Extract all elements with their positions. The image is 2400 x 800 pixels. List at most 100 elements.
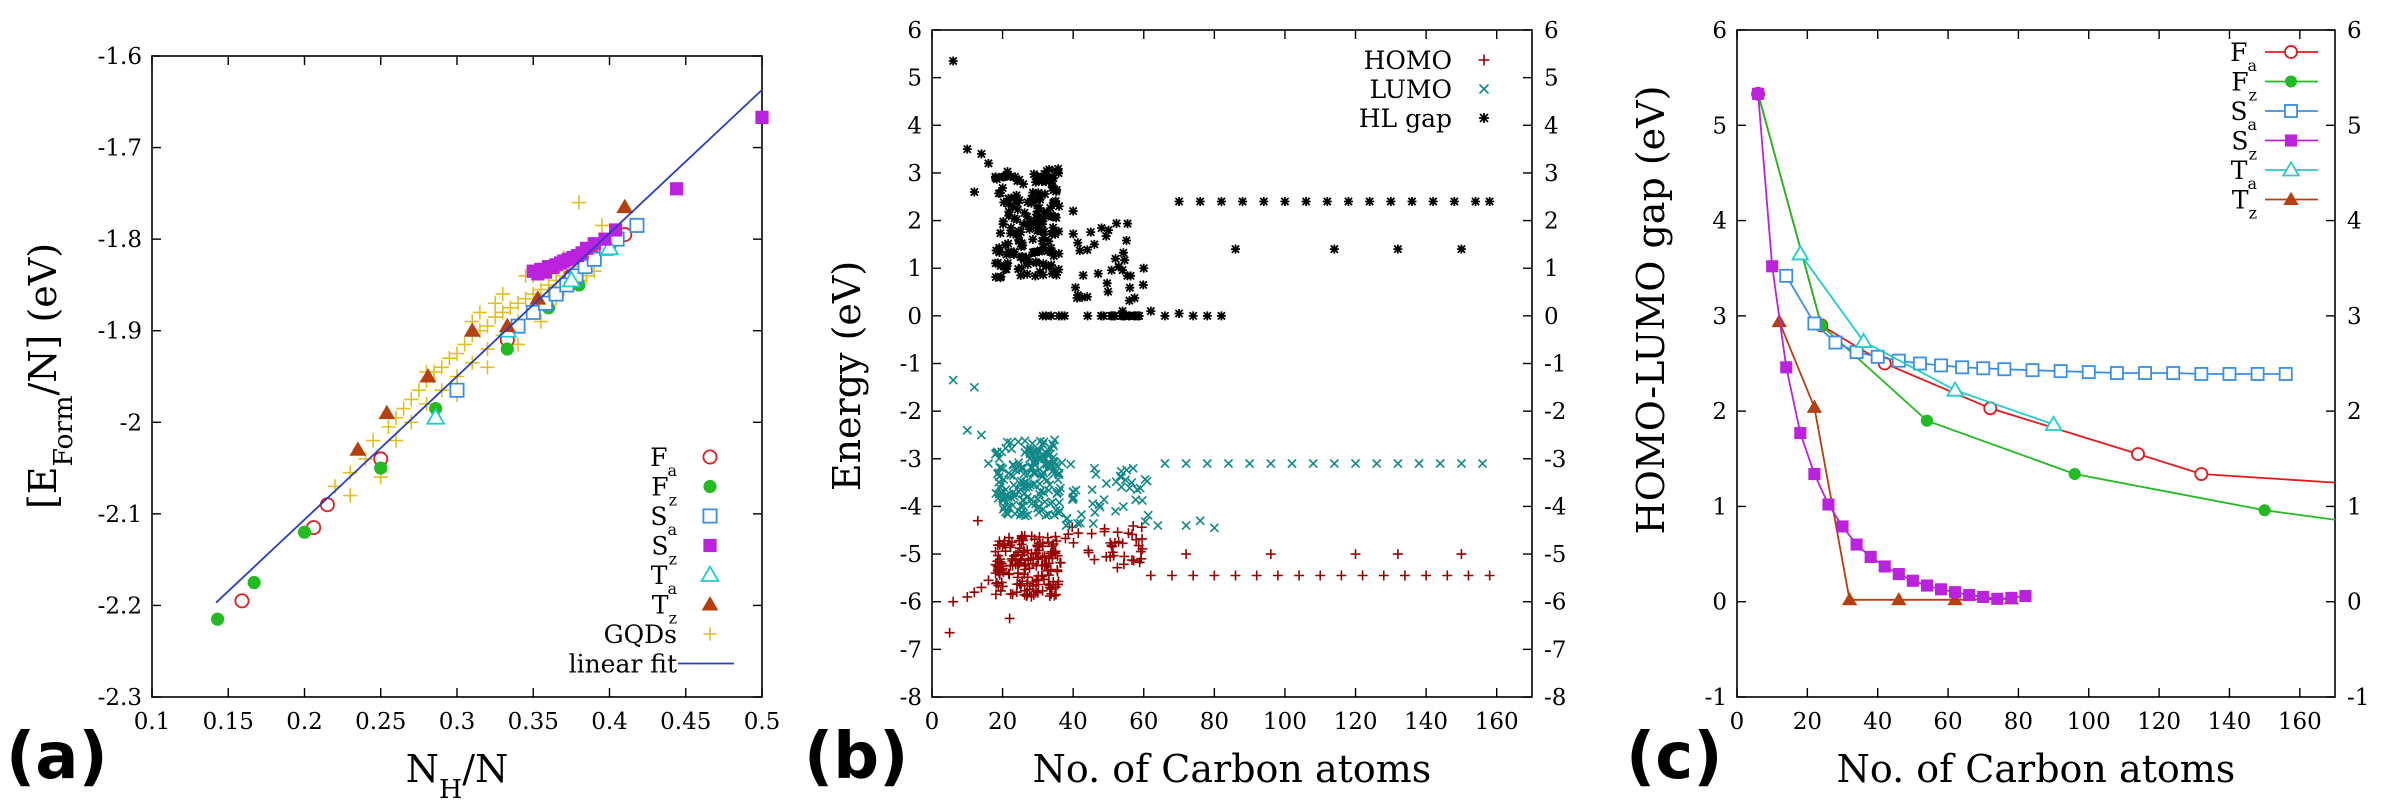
y2-tick-label: 6 <box>1544 18 1559 44</box>
data-point <box>1124 296 1134 306</box>
data-point <box>1008 202 1018 212</box>
data-point <box>1828 335 1843 350</box>
series-line <box>1757 93 2335 521</box>
data-point <box>969 382 979 392</box>
y-tick-label: 1 <box>1712 494 1727 520</box>
data-point <box>1028 480 1038 490</box>
data-point <box>1209 570 1220 581</box>
data-point <box>1038 270 1048 280</box>
data-point <box>1029 169 1039 179</box>
y2-tick-label: 1 <box>2347 494 2362 520</box>
data-point <box>1035 174 1045 184</box>
data-point <box>571 195 587 210</box>
data-point <box>1051 460 1061 470</box>
data-point <box>1023 259 1033 269</box>
data-point <box>1343 197 1353 207</box>
data-point <box>1854 332 1873 348</box>
series-linear-fit <box>215 89 763 604</box>
legend-marker <box>2284 45 2298 59</box>
data-point <box>1126 271 1136 281</box>
data-point <box>1076 509 1087 520</box>
y-tick-label: -1.9 <box>98 319 142 345</box>
y2-tick-label: 5 <box>1544 66 1559 92</box>
data-point <box>1301 197 1311 207</box>
data-point <box>962 592 973 602</box>
data-point <box>1118 306 1128 316</box>
data-point <box>1066 459 1076 469</box>
legend-label: HOMO <box>1364 46 1452 75</box>
data-point <box>1091 469 1101 479</box>
data-point <box>1135 483 1145 493</box>
y-tick-label: 4 <box>907 113 922 139</box>
data-point <box>1135 546 1146 557</box>
data-point <box>1949 586 1962 599</box>
data-point <box>1003 199 1013 209</box>
data-point <box>1266 458 1276 469</box>
data-point <box>1112 562 1123 573</box>
data-point <box>1088 499 1098 509</box>
data-point <box>1027 462 1037 473</box>
data-point <box>1850 538 1863 551</box>
data-point <box>1040 189 1050 199</box>
data-point <box>1016 507 1026 518</box>
data-point <box>1068 206 1078 216</box>
legend-marker <box>702 508 718 524</box>
data-point <box>998 567 1009 578</box>
panel-b: 0 20 40 60 80 100 120 140 160-8 -8-7 -7-6 -6-5 -5-4-… <box>804 18 1566 794</box>
data-point <box>983 458 994 469</box>
legend-label: Sz <box>651 532 677 569</box>
data-point <box>1119 551 1130 562</box>
data-point <box>1034 445 1044 455</box>
data-point <box>1071 283 1081 293</box>
data-point <box>1322 197 1332 207</box>
series-homo <box>944 515 1495 638</box>
data-point <box>1259 197 1269 207</box>
data-point <box>1016 580 1026 591</box>
data-point <box>1485 197 1495 207</box>
data-point <box>1145 570 1156 581</box>
data-point <box>1128 521 1139 531</box>
data-point <box>948 56 958 66</box>
data-point <box>1878 560 1891 573</box>
data-point <box>1195 516 1205 526</box>
data-point <box>1054 486 1064 496</box>
data-point <box>2138 366 2152 380</box>
data-point <box>1028 234 1038 244</box>
data-point <box>500 342 514 356</box>
y2-tick-label: -2 <box>1544 399 1566 425</box>
series-sz <box>526 110 769 281</box>
data-point <box>1392 549 1403 560</box>
data-point <box>1045 203 1055 213</box>
data-point <box>616 198 634 214</box>
data-point <box>1022 212 1032 222</box>
series-line <box>1785 275 2286 375</box>
y-tick-label: 2 <box>907 209 922 235</box>
data-point <box>1071 485 1081 495</box>
data-point <box>1037 585 1048 596</box>
y-tick-label: 5 <box>907 66 922 92</box>
data-point <box>449 346 465 361</box>
data-point <box>983 158 993 168</box>
data-point <box>587 237 601 251</box>
data-point <box>487 296 503 311</box>
series-hlgap <box>948 56 1495 321</box>
data-point <box>1009 247 1019 257</box>
data-point <box>1101 231 1111 241</box>
data-point <box>480 341 495 357</box>
data-point <box>1891 592 1907 606</box>
legend-label: LUMO <box>1370 75 1452 104</box>
data-point <box>1127 529 1138 540</box>
data-point <box>599 238 620 256</box>
data-point <box>1072 518 1083 528</box>
data-point <box>1039 468 1049 478</box>
data-point <box>495 286 510 302</box>
data-point <box>1047 269 1057 279</box>
data-point <box>404 392 419 407</box>
data-point <box>1997 362 2012 377</box>
data-point <box>1107 265 1117 275</box>
data-point <box>1836 520 1849 533</box>
data-point <box>1008 460 1018 470</box>
y2-tick-label: -1 <box>2347 685 2369 711</box>
data-point <box>944 627 955 638</box>
data-point <box>463 322 481 337</box>
